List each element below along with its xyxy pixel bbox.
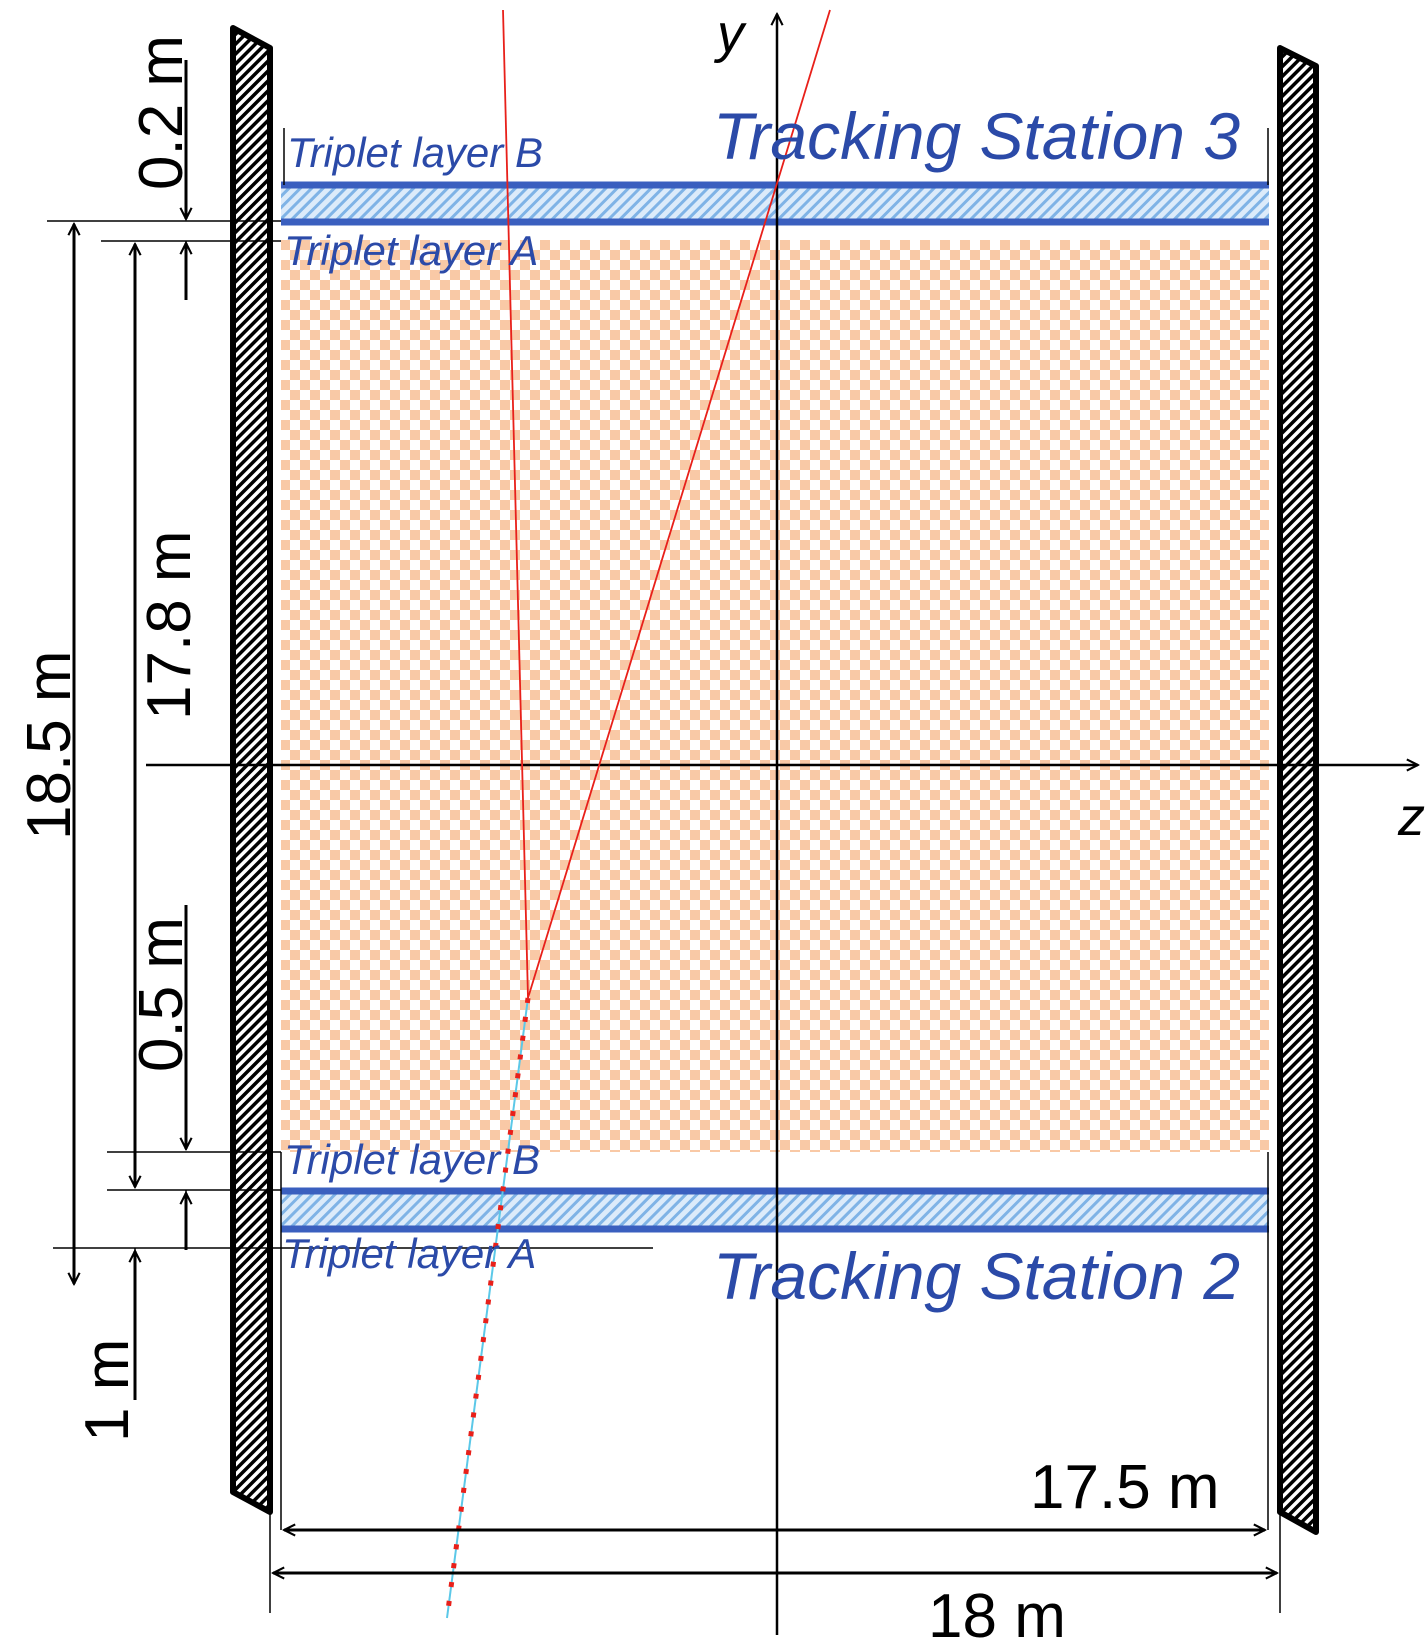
station-2-layer-a-label: Triplet layer A: [282, 1230, 536, 1277]
dim-label-0-5m: 0.5 m: [127, 917, 196, 1072]
z-axis-label: z: [1397, 787, 1425, 847]
station-2-title: Tracking Station 2: [713, 1239, 1240, 1313]
y-axis-label: y: [713, 4, 747, 64]
station-2-layer-b-label: Triplet layer B: [284, 1136, 540, 1183]
decay-volume: [281, 240, 1269, 1152]
dim-label-0-2m: 0.2 m: [127, 35, 196, 190]
track-right: [527, 9, 831, 999]
dim-label-18-5m: 18.5 m: [15, 650, 84, 840]
station-3-layer-a-label: Triplet layer A: [284, 227, 538, 274]
dim-label-17-8m: 17.8 m: [135, 530, 204, 720]
station-2-layers: [281, 1187, 1269, 1233]
station-3-title: Tracking Station 3: [713, 99, 1240, 173]
track-left: [502, 9, 529, 999]
left-wall: [230, 25, 273, 1515]
dimension-arrows: [74, 60, 1277, 1573]
dim-label-1m: 1 m: [73, 1339, 142, 1442]
dim-label-18m: 18 m: [928, 1582, 1066, 1643]
right-wall: [1277, 45, 1319, 1535]
station-2-hatch: [281, 1191, 1269, 1229]
dim-label-17-5m: 17.5 m: [1030, 1453, 1220, 1522]
station-3-layer-b-label: Triplet layer B: [287, 129, 543, 176]
track-incoming-cyan: [446, 997, 529, 1619]
tracks: [444, 9, 831, 1619]
